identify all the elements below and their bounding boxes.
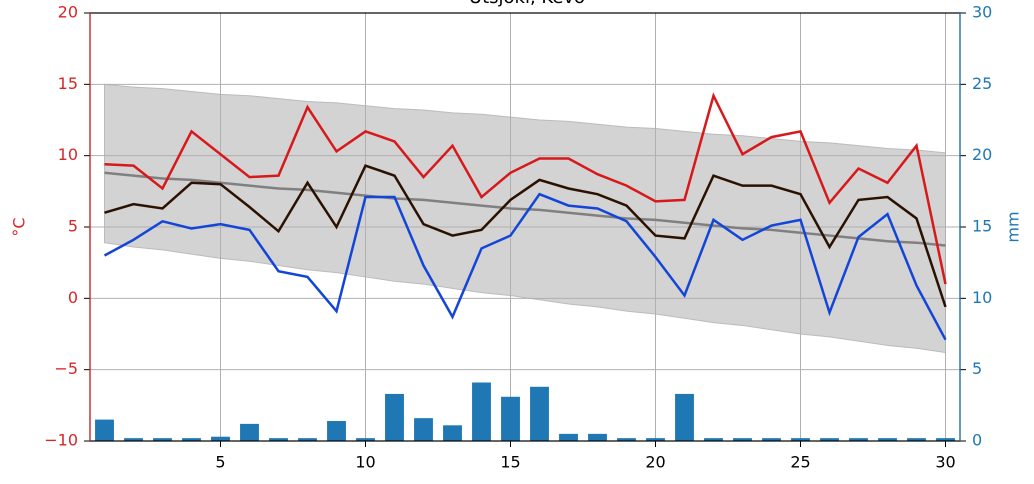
y-tick-label: 0 xyxy=(68,288,78,307)
y2-tick-label: 20 xyxy=(972,145,992,164)
bar xyxy=(327,421,346,441)
bar xyxy=(936,438,955,441)
y2-tick-label: 5 xyxy=(972,359,982,378)
x-tick-label: 20 xyxy=(645,453,665,472)
y-tick-label: −10 xyxy=(44,431,78,450)
bar xyxy=(820,438,839,441)
bar xyxy=(124,438,143,441)
bar xyxy=(472,382,491,441)
bar xyxy=(675,393,694,441)
bar xyxy=(704,438,723,441)
bar xyxy=(211,436,230,441)
y-tick-label: 20 xyxy=(58,3,78,22)
bar xyxy=(559,433,578,441)
x-tick-label: 5 xyxy=(215,453,225,472)
bar xyxy=(907,438,926,441)
line-series xyxy=(104,164,947,308)
bar xyxy=(95,419,114,441)
line-series xyxy=(103,192,947,341)
bar xyxy=(414,418,433,441)
bar xyxy=(385,393,404,441)
line-series xyxy=(104,92,947,285)
y-tick-label: 15 xyxy=(58,74,78,93)
x-tick-label: 25 xyxy=(790,453,810,472)
bar xyxy=(501,396,520,441)
y2-tick-label: 0 xyxy=(972,431,982,450)
y2-tick-label: 15 xyxy=(972,217,992,236)
y2-tick-label: 30 xyxy=(972,3,992,22)
bar xyxy=(791,438,810,441)
chart-title: Utsjoki, Kevo xyxy=(469,0,585,8)
bar xyxy=(240,423,259,441)
y2-tick-label: 10 xyxy=(972,288,992,307)
y-tick-label: 10 xyxy=(58,145,78,164)
y-tick-label: −5 xyxy=(54,359,78,378)
x-tick-label: 30 xyxy=(935,453,955,472)
x-tick-label: 10 xyxy=(355,453,375,472)
bar xyxy=(588,433,607,441)
bar xyxy=(646,438,665,441)
bar xyxy=(530,386,549,441)
y-axis-label: °C xyxy=(10,217,29,236)
y2-axis-label: mm xyxy=(1004,211,1023,242)
bar xyxy=(878,438,897,441)
bar xyxy=(443,425,462,441)
bar xyxy=(762,438,781,441)
range-band xyxy=(104,83,946,354)
x-tick-label: 15 xyxy=(500,453,520,472)
bar xyxy=(733,438,752,441)
bar xyxy=(153,438,172,441)
bar xyxy=(182,438,201,441)
bar xyxy=(269,438,288,441)
bar xyxy=(849,438,868,441)
y-tick-label: 5 xyxy=(68,217,78,236)
bar xyxy=(298,438,317,441)
y2-tick-label: 25 xyxy=(972,74,992,93)
bar xyxy=(356,438,375,441)
bar xyxy=(617,438,636,441)
